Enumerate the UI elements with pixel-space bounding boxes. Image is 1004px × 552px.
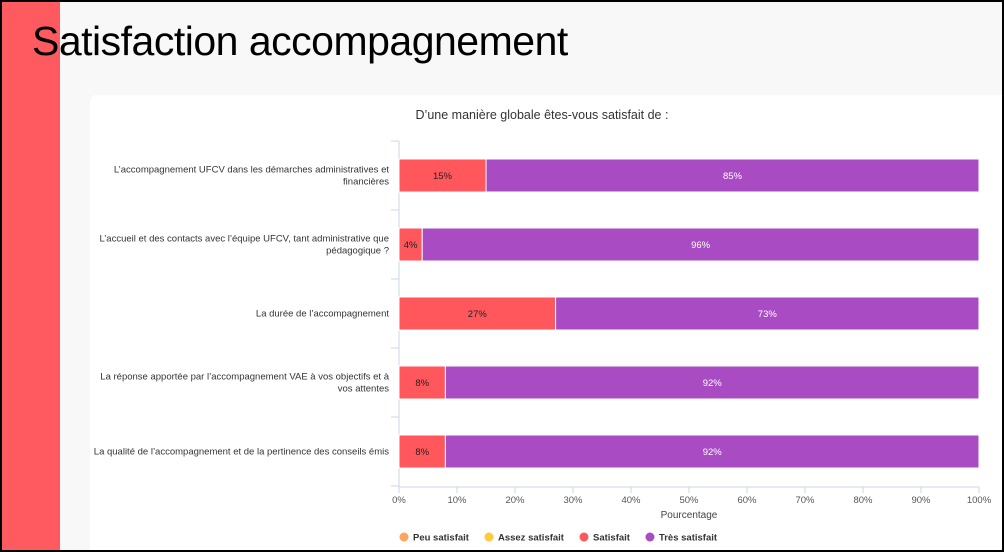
category-label: La qualité de l’accompagnement et de la … [94, 447, 389, 458]
data-label: 27% [468, 309, 488, 320]
page-title: Satisfaction accompagnement [32, 18, 568, 64]
data-label: 96% [691, 240, 711, 251]
bar-segment [421, 227, 980, 262]
accent-band [2, 2, 60, 550]
legend-marker [645, 532, 655, 542]
legend-item: Assez satisfait [498, 533, 565, 544]
data-label: 73% [758, 309, 778, 320]
chart-title: D’une manière globale êtes-vous satisfai… [416, 108, 669, 122]
legend-marker [399, 532, 409, 542]
legend-marker [579, 532, 589, 542]
bar-segment [444, 365, 980, 400]
x-tick-label: 80% [853, 495, 873, 506]
x-tick-label: 40% [621, 495, 641, 506]
x-tick-label: 70% [795, 495, 815, 506]
bar-segment [485, 158, 980, 193]
data-label: 15% [433, 171, 453, 182]
x-axis-title: Pourcentage [661, 510, 718, 521]
x-tick-label: 0% [392, 495, 406, 506]
category-label: La durée de l’accompagnement [256, 309, 389, 320]
data-label: 4% [404, 240, 418, 251]
x-tick-label: 10% [447, 495, 467, 506]
bar-segment [444, 434, 980, 469]
legend-item: Satisfait [593, 533, 631, 544]
x-tick-label: 20% [505, 495, 525, 506]
data-label: 85% [723, 171, 743, 182]
category-label: L’accompagnement UFCV dans les démarches… [114, 165, 389, 188]
category-label: L’accueil et des contacts avec l’équipe … [99, 234, 389, 257]
x-tick-label: 30% [563, 495, 583, 506]
data-label: 92% [703, 378, 723, 389]
legend-item: Très satisfait [659, 533, 718, 544]
category-label: La réponse apportée par l’accompagnement… [100, 372, 389, 395]
x-tick-label: 60% [737, 495, 757, 506]
x-tick-label: 100% [967, 495, 992, 506]
data-label: 8% [415, 378, 429, 389]
bar-segment [398, 158, 487, 193]
x-tick-label: 50% [679, 495, 699, 506]
bar-segment [555, 296, 980, 331]
x-tick-label: 90% [911, 495, 931, 506]
data-label: 92% [703, 447, 723, 458]
legend-marker [484, 532, 494, 542]
legend-item: Peu satisfait [413, 533, 470, 544]
data-label: 8% [415, 447, 429, 458]
